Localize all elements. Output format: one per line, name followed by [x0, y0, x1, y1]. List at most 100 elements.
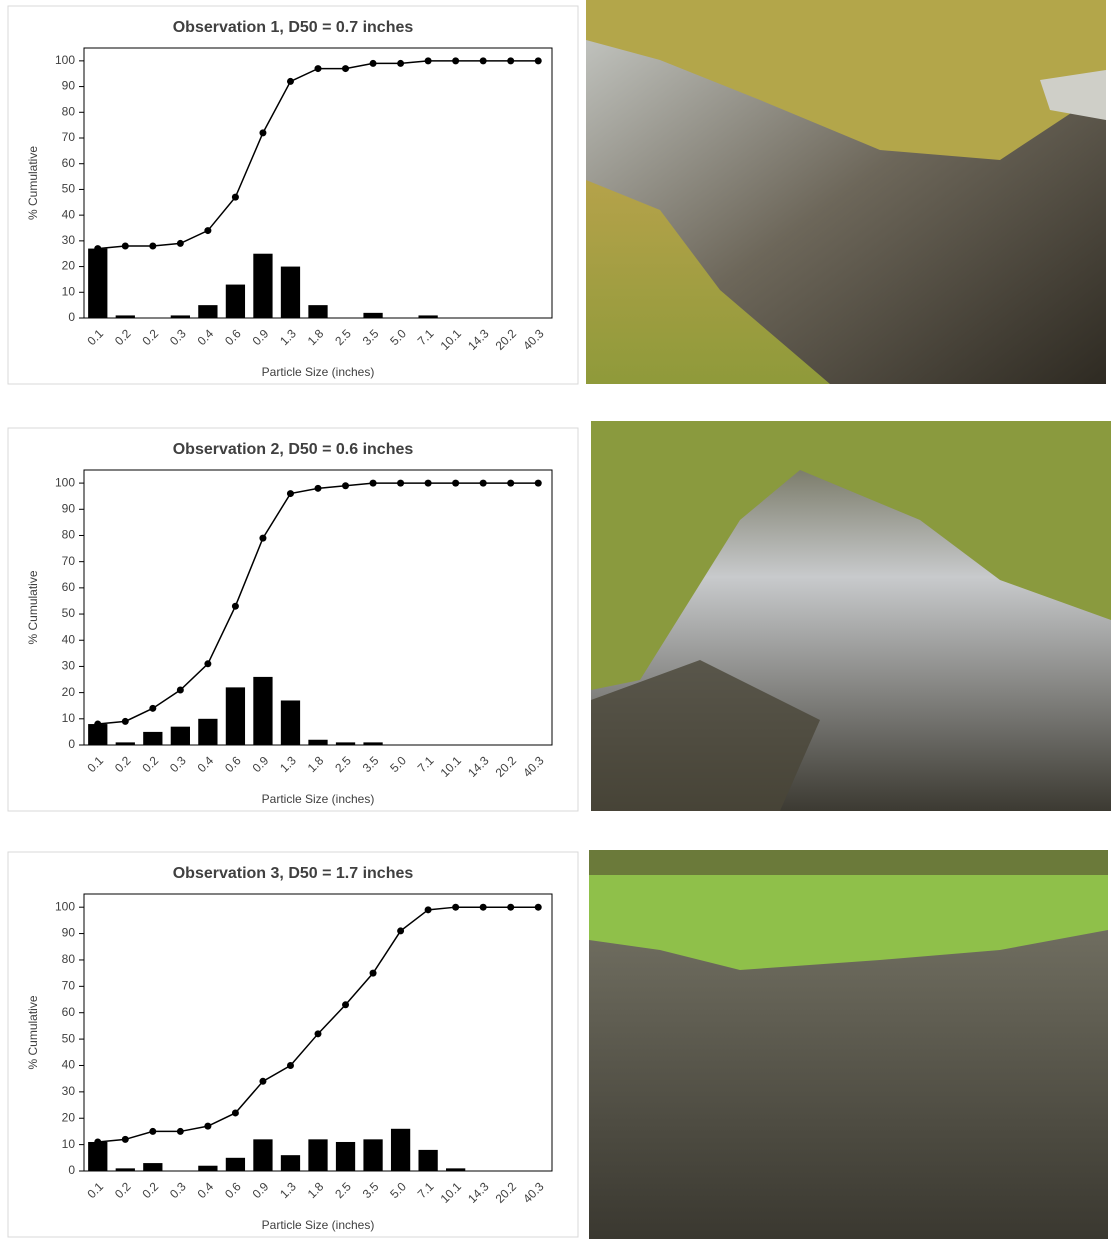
y-tick-label: 10: [62, 284, 76, 298]
y-tick-label: 50: [62, 182, 76, 196]
y-tick-label: 0: [68, 737, 75, 751]
point: [342, 1001, 349, 1008]
y-tick-label: 30: [62, 659, 76, 673]
point: [452, 480, 459, 487]
point: [480, 904, 487, 911]
bar: [253, 677, 272, 745]
figure: Observation 1, D50 = 0.7 inches % Cumulat…: [0, 0, 1112, 1241]
y-tick-label: 20: [62, 259, 76, 273]
chart-frame: [8, 852, 578, 1237]
point: [397, 60, 404, 67]
y-tick-label: 40: [62, 207, 76, 221]
chart-title: Observation 3, D50 = 1.7 inches: [173, 865, 414, 882]
chart-title: Observation 1, D50 = 0.7 inches: [173, 19, 414, 36]
y-tick-label: 10: [62, 1137, 76, 1151]
y-tick-label: 70: [62, 130, 76, 144]
bar: [308, 740, 327, 745]
photo-3: [589, 850, 1108, 1239]
point: [232, 603, 239, 610]
point: [535, 480, 542, 487]
point: [342, 482, 349, 489]
point: [177, 687, 184, 694]
point: [287, 78, 294, 85]
point: [535, 904, 542, 911]
point: [204, 1123, 211, 1130]
point: [425, 906, 432, 913]
point: [370, 480, 377, 487]
chart-frame: [8, 6, 578, 384]
y-axis-title: % Cumulative: [26, 995, 40, 1069]
bar: [198, 719, 217, 745]
bar: [281, 1155, 300, 1171]
y-tick-label: 50: [62, 606, 76, 620]
y-tick-label: 0: [68, 1163, 75, 1177]
bar: [253, 1139, 272, 1171]
y-tick-label: 70: [62, 979, 76, 993]
point: [315, 485, 322, 492]
point: [342, 65, 349, 72]
y-tick-label: 10: [62, 711, 76, 725]
photo-1: [586, 0, 1106, 384]
point: [122, 243, 129, 250]
y-tick-label: 30: [62, 233, 76, 247]
point: [397, 927, 404, 934]
x-axis-title: Particle Size (inches): [262, 792, 375, 806]
point: [315, 1030, 322, 1037]
point: [535, 57, 542, 64]
y-tick-label: 90: [62, 501, 76, 515]
y-tick-label: 30: [62, 1084, 76, 1098]
y-tick-label: 100: [55, 53, 75, 67]
point: [149, 705, 156, 712]
y-tick-label: 80: [62, 528, 76, 542]
point: [480, 57, 487, 64]
point: [507, 480, 514, 487]
bar: [363, 1139, 382, 1171]
bar: [171, 727, 190, 745]
point: [425, 57, 432, 64]
point: [370, 970, 377, 977]
point: [259, 1078, 266, 1085]
bar: [308, 305, 327, 318]
y-tick-label: 40: [62, 632, 76, 646]
bar: [198, 1166, 217, 1171]
bar: [281, 267, 300, 318]
point: [425, 480, 432, 487]
point: [149, 243, 156, 250]
point: [315, 65, 322, 72]
bar: [281, 700, 300, 745]
y-tick-label: 100: [55, 899, 75, 913]
point: [480, 480, 487, 487]
point: [259, 535, 266, 542]
chart: Observation 2, D50 = 0.6 inches% Cumulat…: [8, 428, 578, 811]
y-tick-label: 60: [62, 580, 76, 594]
point: [452, 904, 459, 911]
y-tick-label: 70: [62, 554, 76, 568]
y-tick-label: 40: [62, 1058, 76, 1072]
y-axis-title: % Cumulative: [26, 146, 40, 220]
point: [204, 227, 211, 234]
bar: [363, 313, 382, 318]
point: [94, 1138, 101, 1145]
bar: [143, 732, 162, 745]
chart-title: Observation 2, D50 = 0.6 inches: [173, 441, 414, 458]
bar: [308, 1139, 327, 1171]
point: [204, 660, 211, 667]
bar: [226, 687, 245, 745]
point: [122, 1136, 129, 1143]
point: [232, 1109, 239, 1116]
x-axis-title: Particle Size (inches): [262, 365, 375, 379]
y-tick-label: 80: [62, 104, 76, 118]
bar: [336, 1142, 355, 1171]
chart-frame: [8, 428, 578, 811]
point: [94, 721, 101, 728]
point: [177, 1128, 184, 1135]
bar: [226, 1158, 245, 1171]
y-tick-label: 90: [62, 926, 76, 940]
bar: [143, 1163, 162, 1171]
chart: Observation 3, D50 = 1.7 inches % Cumulat…: [8, 852, 578, 1237]
y-tick-label: 20: [62, 1110, 76, 1124]
point: [149, 1128, 156, 1135]
bar: [418, 1150, 437, 1171]
point: [370, 60, 377, 67]
point: [507, 57, 514, 64]
